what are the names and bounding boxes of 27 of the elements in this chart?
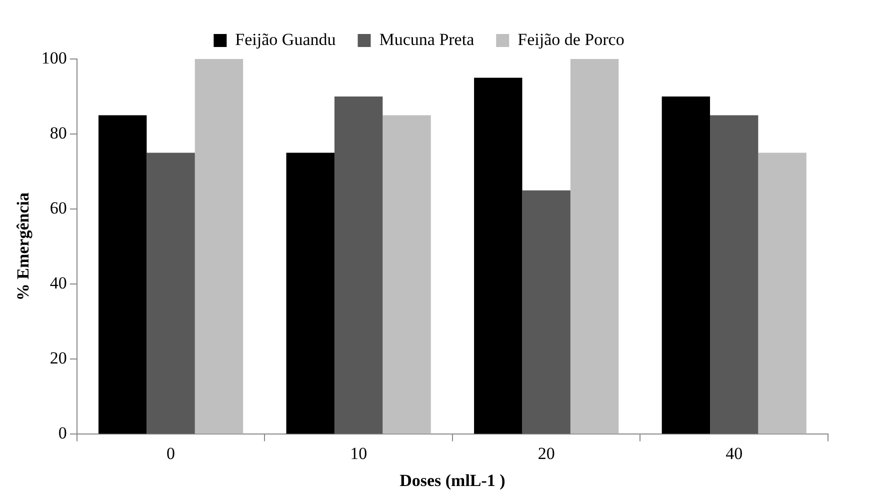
y-tick-label: 20	[50, 348, 67, 368]
bar	[194, 59, 244, 434]
legend-label: Feijão de Porco	[518, 30, 624, 49]
x-tick-label: 10	[350, 444, 368, 463]
y-tick-label: 80	[50, 124, 67, 143]
bar	[758, 152, 806, 434]
bar	[146, 152, 195, 434]
bar	[710, 115, 758, 434]
bar	[382, 115, 431, 434]
legend-label: Mucuna Preta	[379, 30, 475, 49]
bar	[522, 190, 570, 434]
y-tick-label: 0	[58, 424, 67, 443]
y-tick-label: 40	[50, 274, 67, 293]
bar	[98, 115, 147, 434]
bar	[334, 96, 383, 434]
legend-label: Feijão Guandu	[235, 30, 336, 49]
x-tick-label: 40	[726, 444, 743, 463]
bar	[474, 78, 522, 434]
bar	[570, 59, 619, 434]
y-axis-title: % Emergência	[14, 192, 33, 301]
y-tick-label: 60	[50, 198, 67, 218]
x-tick-label: 0	[166, 444, 176, 463]
bar	[286, 152, 334, 434]
bar	[662, 96, 710, 434]
y-tick-label: 100	[41, 48, 67, 68]
x-tick-label: 20	[538, 444, 555, 463]
x-axis-title: Doses (mlL-1 )	[400, 471, 506, 490]
